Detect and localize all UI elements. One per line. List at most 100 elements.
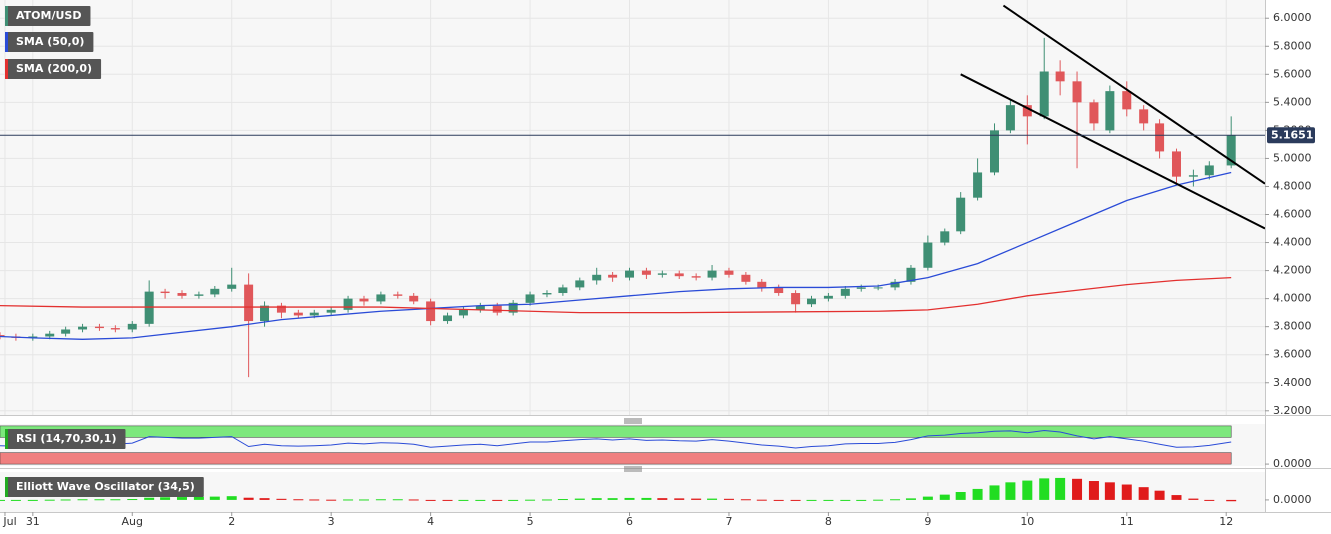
ewo-bar bbox=[1188, 498, 1199, 500]
rsi-line bbox=[0, 429, 1232, 449]
candle-body bbox=[160, 291, 170, 294]
ewo-bar bbox=[541, 499, 552, 501]
ewo-bar bbox=[922, 496, 933, 500]
ewo-bar bbox=[1022, 480, 1033, 500]
ewo-bar bbox=[674, 498, 685, 500]
x-tick-label: 11 bbox=[1120, 515, 1134, 528]
ewo-bar bbox=[840, 499, 851, 501]
candle-body bbox=[309, 312, 319, 316]
ewo-bar bbox=[508, 499, 519, 501]
candle-body bbox=[1039, 71, 1049, 117]
candle-body bbox=[1055, 71, 1065, 82]
candle-body bbox=[359, 298, 369, 302]
candle-body bbox=[45, 333, 55, 337]
candle-body bbox=[260, 305, 270, 322]
x-tick-label: Jul bbox=[2, 515, 16, 528]
candle-body bbox=[210, 288, 220, 295]
candle-body bbox=[61, 329, 71, 334]
candle-body bbox=[1089, 102, 1099, 124]
candle-body bbox=[525, 294, 535, 303]
ewo-bar bbox=[209, 496, 220, 500]
ewo-bar bbox=[1226, 499, 1237, 502]
ewo-bar bbox=[624, 497, 635, 500]
ewo-bar bbox=[492, 499, 503, 501]
x-tick-label: 3 bbox=[328, 515, 335, 528]
ewo-bar bbox=[1171, 495, 1182, 500]
candle-body bbox=[807, 298, 817, 305]
y-tick-label: 3.4000 bbox=[1273, 376, 1312, 389]
ewo-bar bbox=[607, 498, 618, 500]
candle-body bbox=[110, 328, 120, 330]
ewo-bar bbox=[392, 499, 403, 501]
legend-swatch bbox=[5, 32, 8, 52]
ewo-bar bbox=[293, 499, 304, 501]
sma-line bbox=[0, 171, 1232, 340]
ewo-bar bbox=[972, 488, 983, 500]
legend-swatch bbox=[5, 59, 8, 79]
ewo-bar bbox=[1154, 490, 1165, 500]
ewo-bar bbox=[1104, 482, 1115, 500]
ewo-bar bbox=[176, 497, 187, 500]
candle-body bbox=[393, 294, 403, 296]
trendline bbox=[960, 73, 1265, 230]
resize-handle[interactable] bbox=[624, 466, 642, 472]
candle-body bbox=[409, 295, 419, 302]
ewo-bar bbox=[707, 498, 718, 500]
legend-label: RSI (14,70,30,1) bbox=[16, 432, 116, 445]
candle-body bbox=[94, 326, 104, 329]
candle-body bbox=[1105, 91, 1115, 131]
candle-body bbox=[244, 284, 254, 322]
ewo-bar bbox=[823, 499, 834, 501]
ewo-bar bbox=[723, 498, 734, 500]
candle-body bbox=[956, 197, 966, 232]
y-tick-label: 5.8000 bbox=[1273, 39, 1312, 52]
ewo-bar bbox=[375, 499, 386, 501]
resize-handle[interactable] bbox=[624, 418, 642, 424]
candle-body bbox=[575, 280, 585, 288]
ewo-bar bbox=[740, 499, 751, 501]
candle-body bbox=[1005, 105, 1015, 131]
legend-box bbox=[5, 59, 102, 79]
trendline bbox=[1002, 4, 1265, 185]
rsi-band bbox=[0, 425, 1232, 438]
ewo-bar bbox=[989, 485, 1000, 500]
ewo-bar bbox=[326, 499, 337, 501]
legend-swatch bbox=[5, 6, 8, 26]
legend-box bbox=[5, 32, 94, 52]
candle-body bbox=[1171, 151, 1181, 177]
ewo-bar bbox=[691, 498, 702, 500]
y-tick-label: 4.6000 bbox=[1273, 208, 1312, 221]
ewo-bar bbox=[10, 499, 21, 501]
x-tick-label: 8 bbox=[825, 515, 832, 528]
ewo-bar bbox=[60, 499, 71, 501]
x-tick-label: 7 bbox=[725, 515, 732, 528]
ewo-bar bbox=[458, 499, 469, 501]
y-tick-label: 3.8000 bbox=[1273, 320, 1312, 333]
ewo-bar bbox=[1055, 477, 1066, 500]
ewo-bar bbox=[591, 498, 602, 500]
ewo-bar bbox=[557, 499, 568, 501]
legend-label: SMA (200,0) bbox=[16, 62, 92, 75]
ewo-bar bbox=[193, 496, 204, 500]
candle-body bbox=[691, 276, 701, 278]
x-tick-label: 6 bbox=[626, 515, 633, 528]
ewo-bar bbox=[1005, 482, 1016, 500]
ewo-bar bbox=[475, 499, 486, 501]
candle-body bbox=[890, 281, 900, 288]
ewo-bar bbox=[243, 497, 254, 500]
candle-body bbox=[276, 305, 286, 313]
ewo-bar bbox=[1072, 478, 1083, 500]
ewo-background bbox=[0, 472, 1265, 512]
y-tick-label: 6.0000 bbox=[1273, 11, 1312, 24]
candle-body bbox=[326, 309, 336, 313]
candle-body bbox=[823, 295, 833, 299]
candle-body bbox=[127, 323, 137, 330]
candle-body bbox=[657, 273, 667, 275]
y-tick-label: 4.4000 bbox=[1273, 236, 1312, 249]
sma-line bbox=[0, 276, 1232, 314]
legend-label: SMA (50,0) bbox=[16, 35, 84, 48]
ewo-bar bbox=[790, 499, 801, 501]
candle-body bbox=[1022, 105, 1032, 117]
ewo-bar bbox=[425, 499, 436, 501]
